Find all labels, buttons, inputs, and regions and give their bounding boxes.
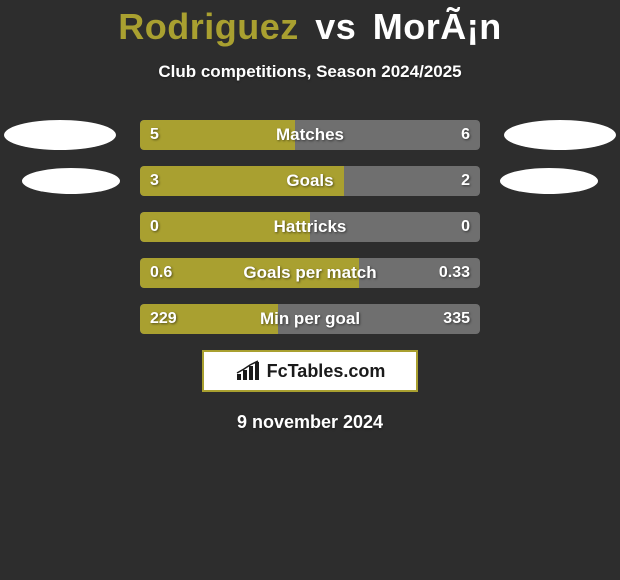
- bar-fill: [140, 166, 344, 196]
- stat-row: Matches56: [0, 120, 620, 150]
- bar-track: [140, 304, 480, 334]
- stat-row: Min per goal229335: [0, 304, 620, 334]
- stat-value-right: 6: [461, 120, 470, 150]
- title-vs: vs: [315, 6, 356, 47]
- stat-row: Hattricks00: [0, 212, 620, 242]
- stat-value-right: 335: [443, 304, 470, 334]
- title-player1: Rodriguez: [118, 6, 299, 47]
- stat-value-left: 0.6: [150, 258, 172, 288]
- stat-row: Goals32: [0, 166, 620, 196]
- stat-value-right: 0.33: [439, 258, 470, 288]
- stat-value-left: 5: [150, 120, 159, 150]
- page-title: Rodriguez vs MorÃ¡n: [0, 0, 620, 48]
- bar-track: [140, 212, 480, 242]
- bar-track: [140, 258, 480, 288]
- stat-value-right: 0: [461, 212, 470, 242]
- stat-value-left: 229: [150, 304, 177, 334]
- bar-fill: [140, 120, 295, 150]
- stat-row: Goals per match0.60.33: [0, 258, 620, 288]
- bar-fill: [140, 258, 359, 288]
- bar-track: [140, 166, 480, 196]
- brand-text: FcTables.com: [267, 361, 386, 382]
- comparison-chart: Matches56Goals32Hattricks00Goals per mat…: [0, 120, 620, 334]
- bar-track: [140, 120, 480, 150]
- stat-value-right: 2: [461, 166, 470, 196]
- stat-value-left: 3: [150, 166, 159, 196]
- stat-value-left: 0: [150, 212, 159, 242]
- barchart-icon: [235, 360, 261, 382]
- title-player2: MorÃ¡n: [373, 6, 502, 47]
- snapshot-date: 9 november 2024: [0, 412, 620, 433]
- bar-fill: [140, 212, 310, 242]
- brand-badge[interactable]: FcTables.com: [202, 350, 418, 392]
- subtitle: Club competitions, Season 2024/2025: [0, 62, 620, 82]
